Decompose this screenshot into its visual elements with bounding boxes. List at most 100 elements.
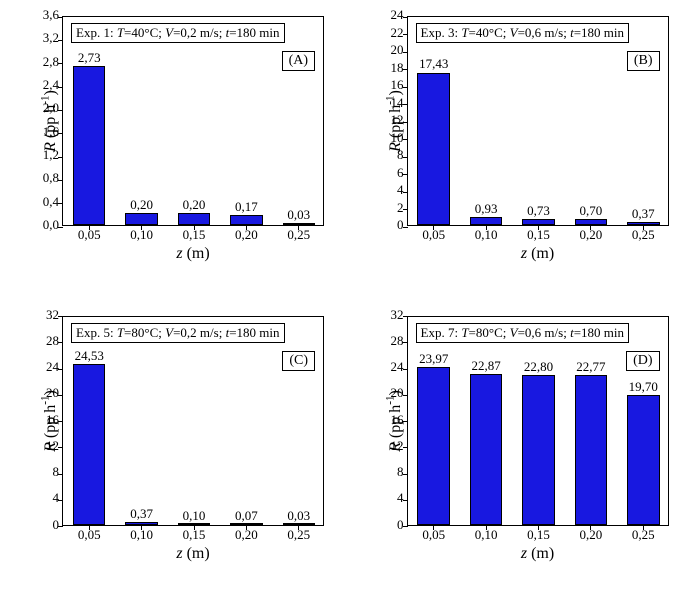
y-tick-label: 0 (397, 517, 408, 533)
x-axis-label: z (m) (521, 545, 554, 563)
y-tick-label: 24 (46, 359, 63, 375)
panel-letter: (A) (282, 51, 315, 71)
bar-value-label: 0,73 (527, 203, 550, 219)
y-tick-label: 24 (391, 7, 408, 23)
chart-grid: 0,00,40,81,21,62,02,42,83,23,60,052,730,… (0, 0, 691, 599)
y-tick-label: 4 (53, 490, 64, 506)
bar (417, 73, 449, 226)
bar-value-label: 0,37 (130, 506, 153, 522)
x-tick-label: 0,20 (235, 225, 258, 243)
bar (627, 395, 659, 524)
x-tick-label: 0,25 (287, 525, 310, 543)
bar (178, 213, 210, 225)
y-tick-label: 2 (397, 200, 408, 216)
y-tick-label: 0,0 (43, 217, 63, 233)
y-tick-label: 24 (391, 359, 408, 375)
bar-value-label: 0,03 (287, 508, 310, 524)
plot-area: 0,00,40,81,21,62,02,42,83,23,60,052,730,… (62, 16, 324, 226)
legend-box: Exp. 1: T=40°C; V=0,2 m/s; t=180 min (71, 23, 285, 43)
bar-value-label: 0,20 (183, 197, 206, 213)
bar-value-label: 0,70 (580, 203, 603, 219)
x-axis-label: z (m) (521, 245, 554, 263)
bar (230, 215, 262, 225)
plot-area: 0246810121416182022240,0517,430,100,930,… (407, 16, 669, 226)
x-tick-label: 0,10 (475, 525, 498, 543)
x-tick-label: 0,05 (422, 225, 445, 243)
y-tick-label: 0 (53, 517, 64, 533)
y-tick-label: 6 (397, 165, 408, 181)
y-tick-label: 4 (397, 182, 408, 198)
y-tick-label: 18 (391, 60, 408, 76)
bar (73, 66, 105, 225)
legend-box: Exp. 5: T=80°C; V=0,2 m/s; t=180 min (71, 323, 285, 343)
y-tick-label: 0 (397, 217, 408, 233)
x-tick-label: 0,20 (580, 225, 603, 243)
x-tick-label: 0,10 (130, 225, 153, 243)
y-tick-label: 8 (53, 464, 64, 480)
bar-value-label: 17,43 (419, 56, 448, 72)
chart-panel: 0,00,40,81,21,62,02,42,83,23,60,052,730,… (6, 8, 341, 292)
bar-value-label: 22,80 (524, 359, 553, 375)
bar (522, 375, 554, 525)
legend-box: Exp. 7: T=80°C; V=0,6 m/s; t=180 min (416, 323, 630, 343)
x-tick-label: 0,20 (580, 525, 603, 543)
y-tick-label: 28 (46, 333, 63, 349)
bar (575, 219, 607, 225)
x-tick-label: 0,15 (527, 525, 550, 543)
y-tick-label: 22 (391, 25, 408, 41)
bar-value-label: 22,87 (471, 358, 500, 374)
panel-letter: (B) (627, 51, 660, 71)
bar (470, 374, 502, 524)
bar (125, 522, 157, 524)
y-axis-label: R (pp h-1) (40, 90, 60, 152)
bar (283, 223, 315, 225)
y-axis-label: R (pp h-1) (384, 90, 404, 152)
x-tick-label: 0,10 (130, 525, 153, 543)
y-tick-label: 32 (391, 307, 408, 323)
y-tick-label: 0,4 (43, 194, 63, 210)
legend-box: Exp. 3: T=40°C; V=0,6 m/s; t=180 min (416, 23, 630, 43)
chart-panel: 0246810121416182022240,0517,430,100,930,… (351, 8, 686, 292)
y-tick-label: 4 (397, 490, 408, 506)
bar (470, 217, 502, 225)
bar-value-label: 19,70 (629, 379, 658, 395)
bar (73, 364, 105, 525)
y-tick-label: 2,8 (43, 54, 63, 70)
y-axis-label: R (pp h-1) (40, 390, 60, 452)
panel-letter: (C) (282, 351, 315, 371)
chart-panel: 0481216202428320,0524,530,100,370,150,10… (6, 308, 341, 592)
bar-value-label: 24,53 (75, 348, 104, 364)
bar-value-label: 0,37 (632, 206, 655, 222)
bar (575, 375, 607, 524)
plot-area: 0481216202428320,0523,970,1022,870,1522,… (407, 316, 669, 526)
bar-value-label: 0,10 (183, 508, 206, 524)
y-axis-label: R (pp h-1) (384, 390, 404, 452)
y-tick-label: 8 (397, 464, 408, 480)
x-tick-label: 0,15 (183, 525, 206, 543)
plot-area: 0481216202428320,0524,530,100,370,150,10… (62, 316, 324, 526)
bar-value-label: 0,17 (235, 199, 258, 215)
x-tick-label: 0,25 (287, 225, 310, 243)
y-tick-label: 28 (391, 333, 408, 349)
x-tick-label: 0,15 (527, 225, 550, 243)
bar-value-label: 2,73 (78, 50, 101, 66)
bar (627, 222, 659, 225)
bar-value-label: 0,93 (475, 201, 498, 217)
bar (125, 213, 157, 225)
x-tick-label: 0,05 (78, 525, 101, 543)
y-tick-label: 32 (46, 307, 63, 323)
panel-letter: (D) (626, 351, 659, 371)
y-tick-label: 20 (391, 42, 408, 58)
x-axis-label: z (m) (176, 245, 209, 263)
y-tick-label: 3,2 (43, 30, 63, 46)
bar-value-label: 0,20 (130, 197, 153, 213)
x-tick-label: 0,10 (475, 225, 498, 243)
bar-value-label: 22,77 (576, 359, 605, 375)
bar (417, 367, 449, 524)
bar-value-label: 23,97 (419, 351, 448, 367)
bar-value-label: 0,07 (235, 508, 258, 524)
x-tick-label: 0,05 (422, 525, 445, 543)
x-tick-label: 0,25 (632, 225, 655, 243)
y-tick-label: 3,6 (43, 7, 63, 23)
chart-panel: 0481216202428320,0523,970,1022,870,1522,… (351, 308, 686, 592)
